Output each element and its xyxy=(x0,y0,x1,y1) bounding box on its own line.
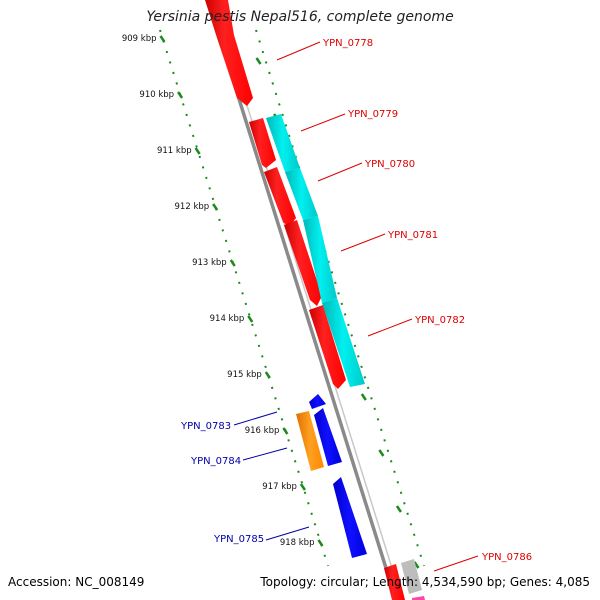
ruler-tick-label: 910 kbp xyxy=(139,90,174,100)
ruler-tick xyxy=(413,561,420,569)
gene-label[interactable]: YPN_0785 xyxy=(213,534,264,545)
ruler-tick xyxy=(395,505,402,513)
ruler-tick xyxy=(264,371,271,379)
ruler-tick-label: 917 kbp xyxy=(262,482,297,492)
gene-arrow-ypn0781[interactable] xyxy=(284,220,322,306)
gene-arrow-ypn0779[interactable] xyxy=(249,118,276,168)
ruler-tick xyxy=(282,427,289,435)
ruler-tick-label: 914 kbp xyxy=(210,314,245,324)
gene-label[interactable]: YPN_0779 xyxy=(347,109,398,120)
summary-text: Topology: circular; Length: 4,534,590 bp… xyxy=(260,575,590,589)
ruler-tick xyxy=(378,449,385,457)
gene-arrows xyxy=(205,0,425,600)
ruler-tick xyxy=(360,393,367,401)
ruler-tick-label: 916 kbp xyxy=(245,426,280,436)
gene-arrow-ypn0778[interactable] xyxy=(205,0,253,106)
label-leader-lines xyxy=(233,41,479,572)
ruler-tick xyxy=(255,57,262,65)
gene-label[interactable]: YPN_0784 xyxy=(190,456,241,467)
ruler-tick-label: 912 kbp xyxy=(175,202,210,212)
ruler-tick xyxy=(317,539,324,547)
ruler-tick-label: 918 kbp xyxy=(280,538,315,548)
gene-arrow-cyan-3[interactable] xyxy=(303,216,337,303)
gene-arrow-ypn0784[interactable] xyxy=(314,408,342,466)
gene-arrow-ypn0782[interactable] xyxy=(309,305,346,389)
gene-arrow-gray[interactable] xyxy=(401,559,422,594)
ruler-tick-label: 911 kbp xyxy=(157,146,192,156)
ruler-tick xyxy=(299,483,306,491)
gene-arrow-ypn0786[interactable] xyxy=(384,564,405,600)
gene-arrow-ypn0780[interactable] xyxy=(264,167,296,227)
gene-label[interactable]: YPN_0780 xyxy=(364,159,415,170)
map-title: Yersinia pestis Nepal516, complete genom… xyxy=(146,9,454,25)
gene-label[interactable]: YPN_0781 xyxy=(387,230,438,241)
ruler-tick xyxy=(177,91,184,99)
ruler-tick xyxy=(212,203,219,211)
gene-arrow-ypn0785[interactable] xyxy=(333,477,367,558)
ruler-tick-label: 913 kbp xyxy=(192,258,227,268)
gene-arrow-orange[interactable] xyxy=(296,411,324,471)
ruler-tick-label: 915 kbp xyxy=(227,370,262,380)
gene-arrow-cyan-2[interactable] xyxy=(285,168,318,220)
ruler-tick xyxy=(247,315,254,323)
gene-arrow-ypn0783[interactable] xyxy=(309,394,326,409)
ruler-tick xyxy=(159,35,166,43)
gene-labels: YPN_0778 YPN_0779 YPN_0780 YPN_0781 YPN_… xyxy=(180,38,532,563)
gene-arrow-pink[interactable] xyxy=(412,596,425,600)
gene-label[interactable]: YPN_0782 xyxy=(414,315,465,326)
gene-arrow-cyan-4[interactable] xyxy=(322,298,365,387)
ruler-tick-label: 909 kbp xyxy=(122,34,157,44)
gene-label[interactable]: YPN_0778 xyxy=(322,38,373,49)
gene-label[interactable]: YPN_0786 xyxy=(481,552,532,563)
ruler-tick xyxy=(229,259,236,267)
accession-text: Accession: NC_008149 xyxy=(8,575,145,589)
gene-arrow-cyan-1[interactable] xyxy=(266,114,300,172)
ruler-tick xyxy=(194,147,201,155)
gene-label[interactable]: YPN_0783 xyxy=(180,421,231,432)
